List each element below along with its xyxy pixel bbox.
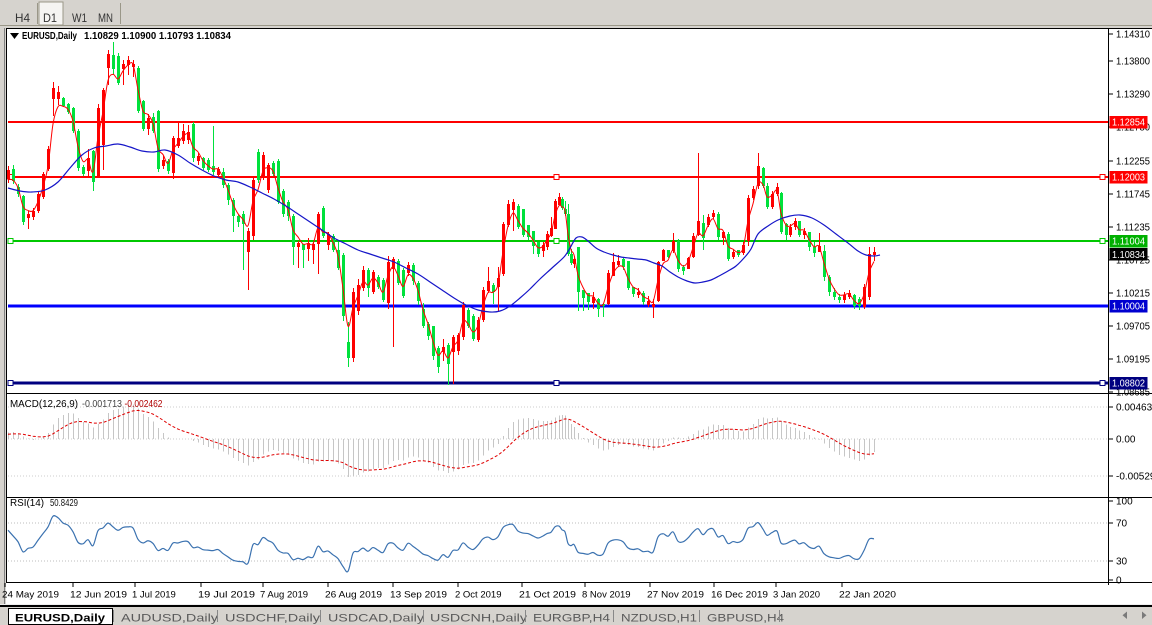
svg-text:13 Sep 2019: 13 Sep 2019 (390, 590, 447, 601)
svg-text:1.09705: 1.09705 (1116, 321, 1150, 332)
svg-text:8 Nov 2019: 8 Nov 2019 (582, 590, 631, 601)
svg-text:1.12854: 1.12854 (1112, 118, 1145, 129)
svg-text:50.8429: 50.8429 (50, 498, 78, 509)
svg-text:EURGBP,H4: EURGBP,H4 (533, 613, 610, 625)
svg-text:NZDUSD,H1: NZDUSD,H1 (621, 613, 697, 625)
svg-text:1.14310: 1.14310 (1116, 30, 1150, 41)
svg-text:USDCAD,Daily: USDCAD,Daily (328, 613, 425, 625)
svg-text:GBPUSD,H4: GBPUSD,H4 (707, 613, 784, 625)
svg-text:1.10834: 1.10834 (1112, 250, 1145, 261)
svg-text:22 Jan 2020: 22 Jan 2020 (839, 590, 896, 601)
svg-text:MN: MN (98, 11, 113, 25)
svg-text:-0.001713: -0.001713 (82, 399, 122, 410)
svg-text:1.11004: 1.11004 (1112, 237, 1145, 248)
svg-text:27 Nov 2019: 27 Nov 2019 (647, 590, 704, 601)
svg-text:1.12255: 1.12255 (1116, 156, 1150, 167)
svg-text:RSI(14): RSI(14) (10, 498, 44, 509)
svg-text:0: 0 (1116, 576, 1122, 587)
svg-text:H4: H4 (15, 11, 30, 25)
svg-text:D1: D1 (43, 11, 57, 25)
svg-text:24 May 2019: 24 May 2019 (2, 590, 59, 601)
svg-text:3 Jan 2020: 3 Jan 2020 (773, 590, 820, 601)
svg-text:1.11745: 1.11745 (1116, 189, 1150, 200)
svg-text:EURUSD,Daily: EURUSD,Daily (22, 30, 77, 42)
svg-text:-0.005299: -0.005299 (1116, 472, 1152, 483)
svg-text:USDCHF,Daily: USDCHF,Daily (225, 613, 321, 625)
svg-text:1.10829 1.10900 1.10793 1.1083: 1.10829 1.10900 1.10793 1.10834 (84, 30, 231, 42)
svg-text:100: 100 (1116, 497, 1133, 508)
svg-text:1 Jul 2019: 1 Jul 2019 (132, 590, 176, 601)
svg-text:EURUSD,Daily: EURUSD,Daily (15, 613, 106, 625)
svg-text:1.11235: 1.11235 (1116, 222, 1150, 233)
svg-text:W1: W1 (72, 11, 87, 25)
svg-text:26 Aug 2019: 26 Aug 2019 (325, 590, 382, 601)
svg-text:AUDUSD,Daily: AUDUSD,Daily (121, 613, 219, 625)
svg-text:1.10725: 1.10725 (1116, 255, 1150, 266)
svg-text:1.09195: 1.09195 (1116, 354, 1150, 365)
svg-text:MACD(12,26,9): MACD(12,26,9) (10, 399, 78, 410)
svg-text:2 Oct 2019: 2 Oct 2019 (455, 590, 501, 601)
svg-text:USDCNH,Daily: USDCNH,Daily (430, 613, 528, 625)
svg-text:1.10004: 1.10004 (1112, 302, 1145, 313)
svg-text:21 Oct 2019: 21 Oct 2019 (519, 590, 576, 601)
svg-text:70: 70 (1116, 519, 1128, 530)
svg-text:7 Aug 2019: 7 Aug 2019 (260, 590, 308, 601)
svg-text:0.00463: 0.00463 (1116, 403, 1152, 414)
svg-text:16 Dec 2019: 16 Dec 2019 (711, 590, 768, 601)
svg-text:1.13800: 1.13800 (1116, 56, 1150, 67)
svg-text:12 Jun 2019: 12 Jun 2019 (70, 590, 127, 601)
svg-text:30: 30 (1116, 557, 1128, 568)
svg-text:19 Jul 2019: 19 Jul 2019 (198, 590, 255, 601)
svg-text:0.00: 0.00 (1116, 435, 1136, 446)
svg-text:1.08802: 1.08802 (1112, 379, 1145, 390)
svg-text:1.12003: 1.12003 (1112, 173, 1145, 184)
svg-text:1.08685: 1.08685 (1116, 387, 1150, 398)
svg-text:1.10215: 1.10215 (1116, 288, 1150, 299)
svg-text:-0.002462: -0.002462 (125, 399, 163, 410)
svg-text:1.13290: 1.13290 (1116, 89, 1150, 100)
